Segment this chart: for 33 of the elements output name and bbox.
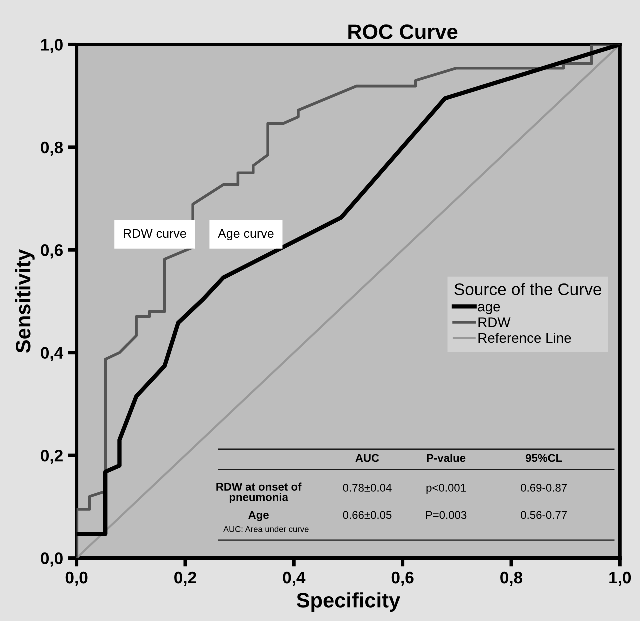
annotation: 0.69-0.87 [521, 484, 568, 492]
y-tick-label: 0,0 [41, 552, 63, 567]
annotation: 0.56-0.77 [521, 511, 568, 520]
chart-title: ROC Curve [348, 24, 458, 40]
x-tick-label: 0,8 [500, 572, 523, 586]
legend-label: Reference Line [478, 332, 572, 344]
annotation: Age curve [218, 229, 274, 241]
annotation: 0.78±0.04 [343, 484, 392, 492]
legend-title: Source of the Curve [454, 283, 602, 296]
x-tick-label: 0,4 [283, 572, 306, 586]
x-tick-label: 0,0 [66, 572, 88, 586]
y-tick-label: 1,0 [41, 39, 63, 54]
y-tick-label: 0,6 [41, 244, 64, 259]
annotation: p<0.001 [426, 484, 466, 494]
x-tick-label: 0,6 [392, 572, 414, 586]
legend-label: RDW [478, 318, 511, 328]
annotation: P=0.003 [426, 511, 467, 520]
y-tick-label: 0,2 [41, 450, 63, 464]
annotation: Age [248, 511, 269, 522]
annotation: 0.66±0.05 [343, 511, 392, 520]
annotation: 95%CL [526, 454, 562, 462]
x-axis-title: Specificity [296, 592, 400, 612]
annotation: AUC: Area under curve [224, 526, 309, 532]
legend-label: age [478, 304, 500, 314]
annotation: RDW at onset of pneumonia [216, 482, 302, 504]
annotation: AUC [356, 454, 380, 462]
annotation: RDW curve [124, 229, 186, 238]
x-tick-label: 1,0 [610, 572, 632, 586]
x-tick-label: 0,2 [174, 572, 196, 586]
y-axis-title: Sensitivity [15, 250, 35, 353]
y-tick-label: 0,8 [41, 142, 64, 156]
y-tick-label: 0,4 [41, 347, 64, 362]
annotation: P-value [427, 454, 466, 462]
